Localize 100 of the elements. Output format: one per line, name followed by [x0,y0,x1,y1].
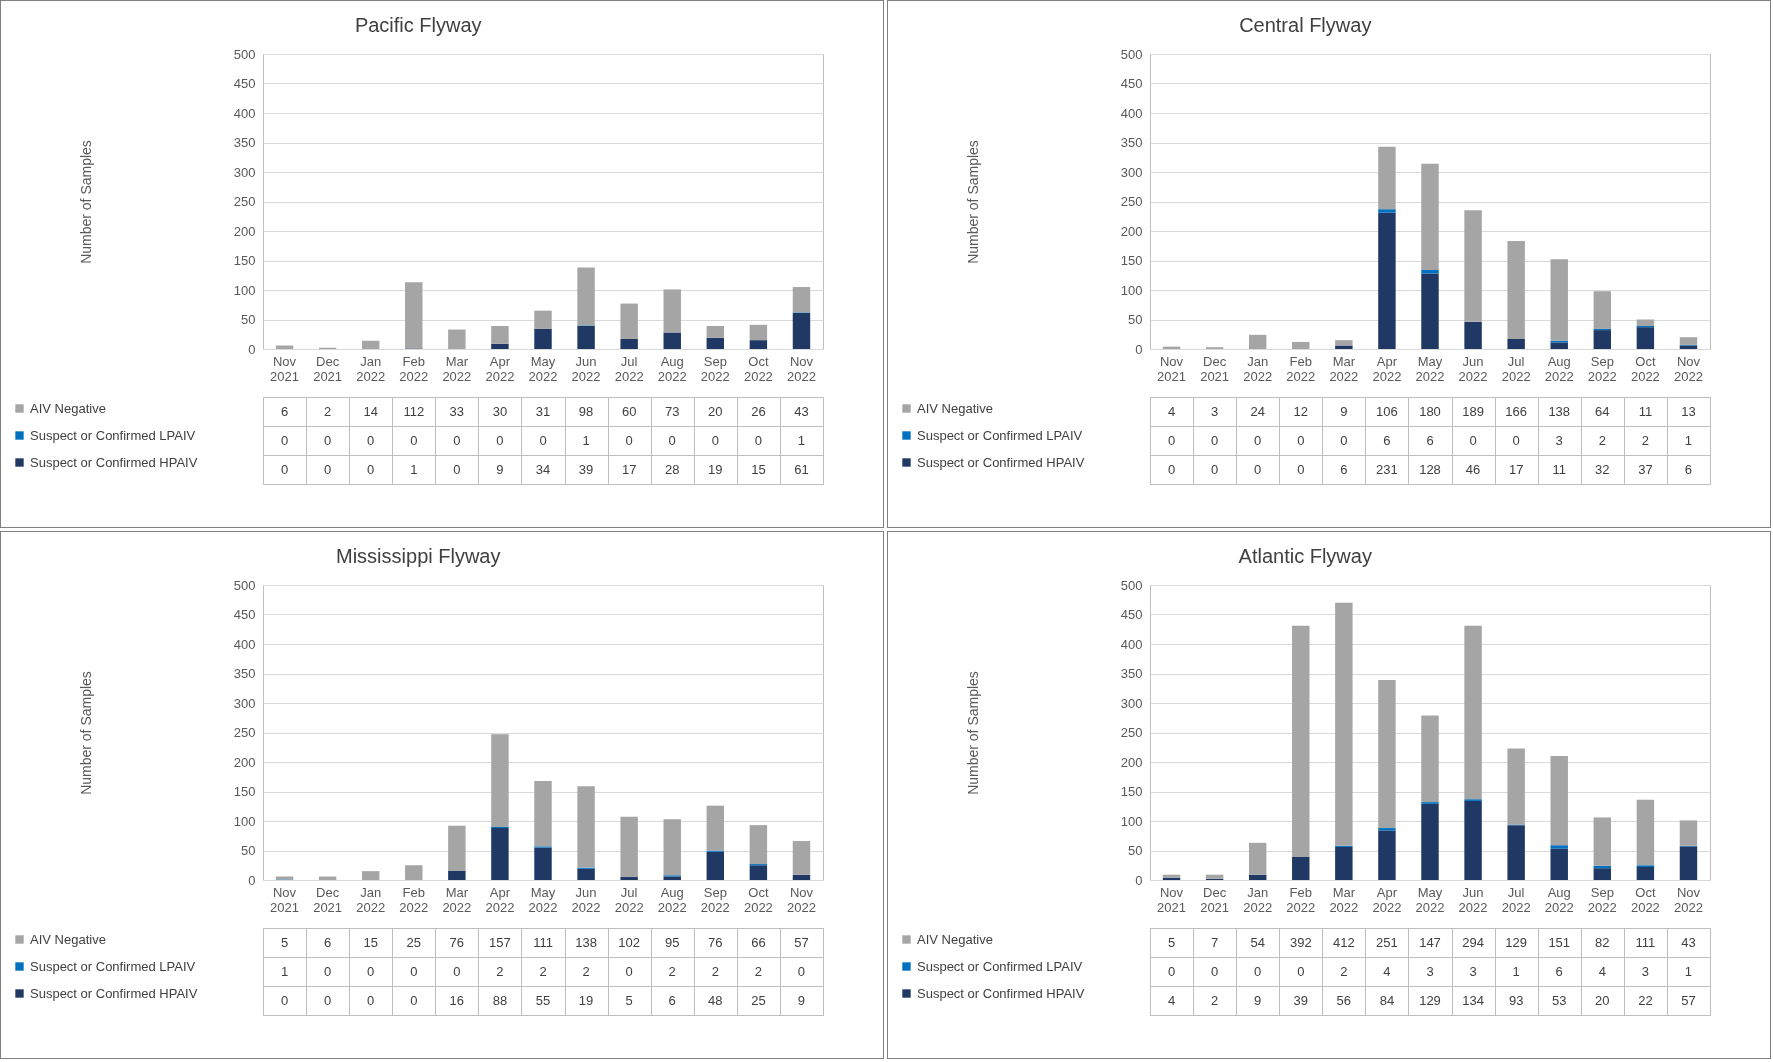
data-label: 98 [578,403,594,419]
y-tick-label: 250 [233,725,256,740]
x-tick-label: Jun 2022 [571,884,601,915]
x-tick-label: Mar 2022 [1329,353,1359,384]
data-label: 82 [1595,934,1610,950]
data-label: 17 [1508,461,1524,477]
data-label: 0 [280,432,289,448]
x-tick-label: Oct 2022 [743,353,773,384]
data-label: 0 [1297,432,1305,448]
y-tick-label: 400 [233,105,256,121]
legend-label: Suspect or Confirmed HPAIV [917,985,1085,1001]
data-label: 128 [1419,461,1441,477]
data-label: 2 [1598,432,1606,448]
y-tick-label: 450 [1120,76,1143,91]
y-tick-label: 400 [233,636,256,652]
x-tick-label: May 2022 [528,884,558,915]
data-label: 180 [1419,403,1441,419]
data-label: 0 [625,432,633,448]
data-label: 2 [1641,432,1649,448]
data-label: 6 [1426,432,1434,448]
y-tick-label: 400 [1120,636,1143,652]
x-tick-label: May 2022 [528,353,558,384]
chart-title: Mississippi Flyway [336,544,501,567]
y-tick-label: 500 [233,577,256,593]
y-tick-label: 0 [248,872,256,888]
y-tick-label: 300 [1120,164,1143,180]
data-label: 0 [280,461,289,477]
y-tick-label: 100 [233,282,256,298]
legend-label: AIV Negative [917,931,993,947]
x-tick-label: Apr 2022 [1372,884,1402,915]
data-label: 76 [708,934,723,950]
y-tick-label: 50 [241,843,256,858]
y-tick-label: 450 [1120,607,1143,622]
data-label: 15 [751,461,766,477]
x-tick-label: May 2022 [1415,353,1445,384]
data-label: 93 [1508,992,1524,1008]
data-label: 53 [1552,992,1567,1008]
data-label: 0 [1469,432,1477,448]
data-label: 0 [410,992,418,1008]
data-label: 6 [1340,461,1348,477]
data-label: 134 [1462,992,1484,1008]
data-label: 111 [533,934,553,950]
x-tick-label: Nov 2021 [270,353,299,384]
x-tick-label: Jul 2022 [1501,353,1531,384]
y-tick-label: 500 [1120,46,1143,62]
x-tick-label: Jun 2022 [1458,353,1488,384]
data-label: 95 [665,934,680,950]
data-label: 3 [1426,963,1434,979]
data-label: 138 [1548,403,1571,419]
data-label: 26 [751,403,766,419]
data-label: 102 [618,934,641,950]
data-label: 32 [1595,461,1610,477]
data-label: 0 [496,432,504,448]
data-label: 0 [1340,432,1348,448]
y-tick-label: 300 [233,164,256,180]
data-label: 0 [324,992,332,1008]
y-tick-label: 300 [1120,695,1143,711]
data-label: 20 [708,403,723,419]
data-label: 2 [324,403,332,419]
data-label: 5 [625,992,633,1008]
y-tick-label: 50 [241,312,256,327]
data-label: 3 [1641,963,1649,979]
legend-label: AIV Negative [917,400,993,416]
x-tick-label: Dec 2021 [1200,884,1230,915]
x-tick-label: May 2022 [1415,884,1445,915]
data-label: 30 [492,403,508,419]
y-tick-label: 500 [1120,577,1143,593]
x-tick-label: Oct 2022 [1630,353,1660,384]
data-label: 0 [324,461,332,477]
x-tick-label: Jan 2022 [356,884,386,915]
data-label: 46 [1465,461,1481,477]
data-label: 37 [1638,461,1653,477]
data-label: 0 [1211,963,1219,979]
x-tick-label: Nov 2021 [1157,353,1186,384]
x-tick-label: Nov 2022 [1674,884,1703,915]
data-label: 33 [449,403,465,419]
x-tick-label: Mar 2022 [442,353,472,384]
y-tick-label: 200 [1120,223,1143,239]
x-tick-label: Apr 2022 [1372,353,1402,384]
data-label: 76 [449,934,465,950]
x-tick-label: Jul 2022 [614,353,644,384]
data-label: 19 [708,461,723,477]
x-tick-label: Mar 2022 [442,884,472,915]
data-label: 19 [578,992,594,1008]
data-label: 22 [1638,992,1653,1008]
y-tick-label: 200 [1120,754,1143,770]
data-label: 6 [280,403,289,419]
x-tick-label: Aug 2022 [657,353,687,384]
y-tick-label: 350 [233,135,256,150]
x-tick-label: Oct 2022 [743,884,773,915]
data-label: 20 [1595,992,1610,1008]
data-label: 1 [797,432,806,448]
data-label: 392 [1289,934,1312,950]
x-tick-label: Oct 2022 [1630,884,1660,915]
x-tick-label: Apr 2022 [485,353,515,384]
data-label: 2 [711,963,719,979]
legend-label: Suspect or Confirmed HPAIV [30,985,198,1001]
data-label: 5 [1167,934,1176,950]
data-label: 48 [708,992,723,1008]
data-label: 60 [621,403,637,419]
